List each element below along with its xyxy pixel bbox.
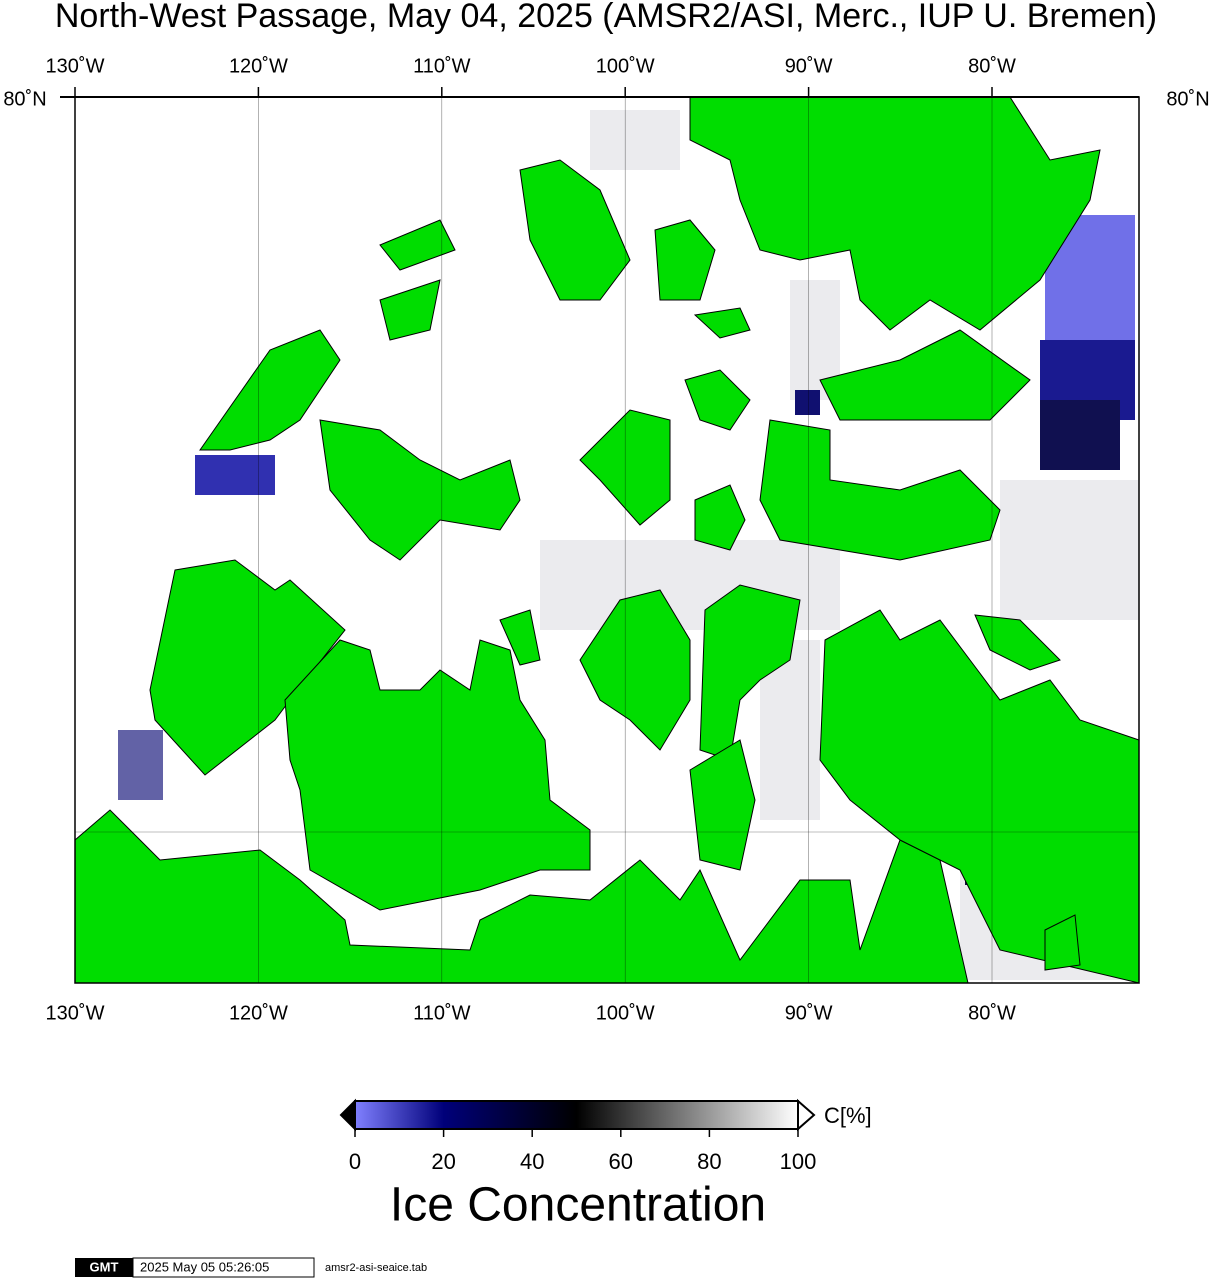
lon-label-bottom: 130˚W <box>46 1002 105 1024</box>
colorbar-unit: C[%] <box>824 1103 872 1128</box>
lon-label-top: 100˚W <box>596 55 655 77</box>
logo-box <box>75 1258 133 1277</box>
lon-label-bottom: 120˚W <box>229 1002 288 1024</box>
colorbar-scale <box>354 1100 799 1130</box>
colorbar-tick-label: 100 <box>780 1149 817 1174</box>
colorbar-tick-label: 40 <box>520 1149 544 1174</box>
colorbar: C[%] Ice Concentration 0 20 40 60 80 100 <box>339 1098 872 1232</box>
graticule <box>75 97 1139 983</box>
low-ice <box>118 215 1135 885</box>
file-name: amsr2-asi-seaice.tab <box>325 1262 427 1274</box>
colorbar-tick-label: 0 <box>349 1149 361 1174</box>
title: North-West Passage, May 04, 2025 (AMSR2/… <box>55 0 1157 35</box>
timestamp-box <box>132 1257 315 1278</box>
footer: GMT 2025 May 05 05:26:05 amsr2-asi-seaic… <box>75 1257 427 1278</box>
colorbar-tick-label: 80 <box>697 1149 721 1174</box>
timestamp: 2025 May 05 05:26:05 <box>140 1259 269 1274</box>
lon-label-bottom: 90˚W <box>785 1002 833 1024</box>
lon-label-top: 80˚W <box>968 55 1016 77</box>
colorbar-over <box>797 1098 816 1132</box>
colorbar-tick-label: 20 <box>431 1149 455 1174</box>
lon-label-top: 120˚W <box>229 55 288 77</box>
lon-label-bottom: 80˚W <box>968 1002 1016 1024</box>
lon-label-top: 110˚W <box>413 55 471 77</box>
lon-label-top: 90˚W <box>785 55 833 77</box>
land <box>74 96 1140 984</box>
logo: GMT <box>90 1259 119 1274</box>
colorbar-under <box>339 1098 356 1132</box>
lat-label-right: 80˚N <box>1166 88 1209 110</box>
lat-label-left: 80˚N <box>3 88 46 110</box>
lon-label-bottom: 100˚W <box>596 1002 655 1024</box>
lon-label-top: 130˚W <box>46 55 105 77</box>
lon-label-bottom: 110˚W <box>413 1002 471 1024</box>
colorbar-tick-label: 60 <box>609 1149 633 1174</box>
map: 80˚N 80˚N <box>3 88 1210 984</box>
colorbar-title: Ice Concentration <box>390 1179 766 1232</box>
